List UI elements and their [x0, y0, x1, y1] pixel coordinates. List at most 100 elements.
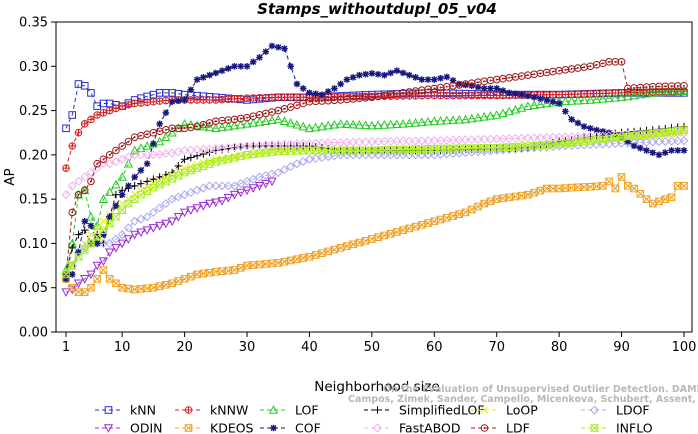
data-point [529, 133, 539, 143]
data-point [198, 144, 208, 154]
data-point [392, 136, 402, 146]
data-point [105, 187, 115, 196]
data-point [624, 182, 632, 190]
data-point [249, 58, 257, 66]
legend-label: LDF [506, 421, 530, 434]
data-point [111, 234, 121, 244]
data-point [261, 109, 270, 118]
series-cof [62, 42, 688, 283]
data-point [279, 165, 289, 175]
data-point [617, 58, 626, 66]
data-point [293, 80, 301, 88]
legend-label: kNN [130, 403, 156, 418]
watermark-line-2: Campos, Zimek, Sander, Campello, Micenko… [348, 394, 698, 405]
series-odin [61, 177, 277, 298]
data-point [249, 94, 258, 102]
data-point [454, 114, 464, 124]
data-point [99, 217, 108, 225]
data-point [660, 136, 670, 146]
legend-marker [373, 406, 382, 414]
data-point [467, 205, 476, 214]
data-point [343, 242, 351, 250]
data-point [630, 142, 638, 150]
legend-marker [589, 424, 600, 432]
data-point [162, 125, 170, 134]
data-point [585, 95, 595, 104]
data-point [267, 169, 277, 179]
legend-label: COF [295, 421, 321, 434]
data-point [118, 142, 126, 150]
data-point [117, 206, 127, 215]
series-ldof [61, 136, 689, 284]
data-point [99, 266, 108, 274]
data-point [230, 181, 240, 191]
data-point [381, 71, 388, 79]
series-line [65, 180, 273, 293]
data-point [667, 193, 676, 202]
data-point [429, 116, 439, 125]
legend-entry: INFLO [581, 421, 653, 434]
data-point [211, 123, 221, 133]
data-point [87, 222, 95, 230]
legend-entry: kNN [95, 403, 156, 418]
data-point [473, 134, 483, 144]
data-point [111, 244, 121, 253]
data-point [430, 91, 439, 100]
data-point [324, 247, 332, 256]
legend-entry: ODIN [95, 421, 163, 434]
data-point [529, 100, 539, 110]
data-point [254, 182, 265, 191]
legend-entry: COF [260, 421, 321, 434]
data-point [255, 140, 265, 150]
data-point [105, 159, 115, 169]
x-tick-label: 30 [239, 340, 256, 355]
data-point [74, 128, 83, 137]
data-point [173, 192, 183, 202]
data-point [348, 137, 358, 147]
data-point [130, 216, 140, 226]
data-point [168, 279, 176, 288]
data-point [100, 231, 107, 238]
data-point [118, 199, 126, 208]
data-point [424, 91, 432, 100]
data-point [417, 150, 427, 160]
data-point [162, 109, 170, 117]
data-point [535, 99, 546, 109]
data-point [417, 136, 427, 146]
data-point [668, 147, 675, 154]
data-point [74, 230, 83, 239]
data-point [624, 138, 632, 145]
data-point [198, 162, 208, 170]
data-point [404, 118, 414, 128]
data-point [393, 67, 401, 75]
data-point [487, 85, 494, 92]
data-point [493, 85, 501, 92]
data-point [200, 74, 207, 81]
data-point [536, 69, 545, 78]
data-point [504, 134, 514, 144]
data-point [449, 91, 457, 100]
legend-entry: LDF [471, 421, 530, 434]
data-point [248, 184, 258, 193]
data-point [523, 133, 533, 143]
data-point [418, 221, 426, 229]
data-point [156, 120, 163, 128]
data-point [173, 171, 183, 180]
data-point [217, 197, 227, 206]
data-point [248, 118, 258, 127]
data-point [142, 226, 152, 236]
data-point [455, 210, 464, 218]
data-point [130, 99, 139, 108]
legend: kNN kNNW LOF SimplifiedLOF LoOP LDOF ODIN KDEOS… [95, 403, 653, 434]
data-point [655, 151, 663, 159]
data-point [443, 73, 451, 81]
legend-entry: FastABOD [364, 421, 461, 434]
legend-entry: LoOP [471, 403, 538, 418]
data-point [111, 179, 121, 189]
data-point [292, 119, 302, 129]
data-point [231, 62, 238, 70]
data-point [279, 116, 290, 125]
data-point [492, 110, 502, 119]
data-point [125, 182, 132, 190]
data-point [131, 173, 138, 181]
